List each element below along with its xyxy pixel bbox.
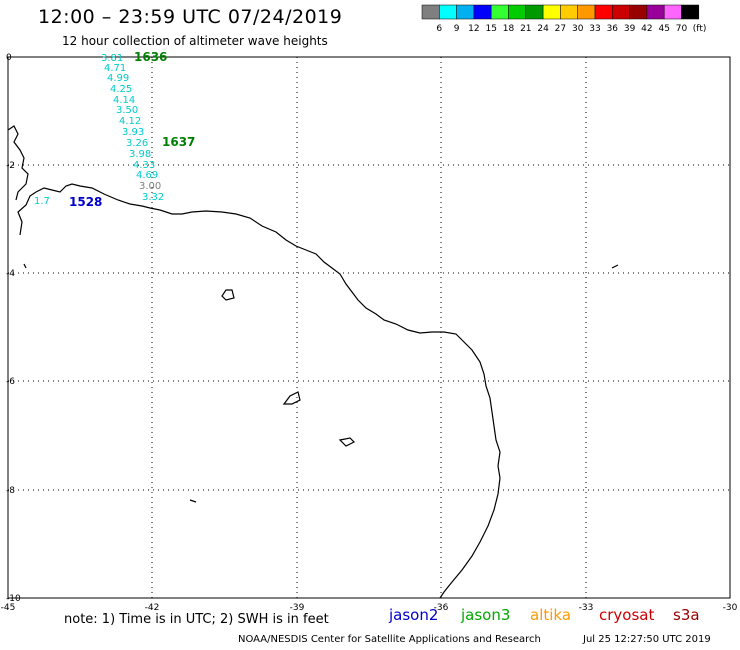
color-bar-label: 21 bbox=[520, 24, 531, 34]
color-bar-swatch bbox=[525, 4, 544, 20]
color-bar-label: 27 bbox=[555, 24, 566, 34]
longitude-tick-labels: -45 -42 -39 -36 -33 -30 bbox=[1, 603, 738, 613]
color-bar: 6 9 12 15 18 21 24 27 30 33 36 39 42 45 70 (ft) bbox=[421, 4, 707, 34]
wave-height-value: 1.7 bbox=[34, 196, 50, 207]
color-bar-label: 24 bbox=[537, 24, 549, 34]
generation-timestamp: Jul 25 12:27:50 UTC 2019 bbox=[583, 634, 711, 645]
color-bar-label: 33 bbox=[589, 24, 600, 34]
color-bar-label: 9 bbox=[454, 24, 460, 34]
color-bar-swatch bbox=[421, 4, 440, 20]
wave-height-value: 3.93 bbox=[122, 127, 144, 138]
color-bar-swatch bbox=[663, 4, 682, 20]
satellite-legend-item: jason3 bbox=[461, 606, 511, 624]
satellite-legend-item: altika bbox=[530, 606, 572, 624]
color-bar-label: 39 bbox=[624, 24, 636, 34]
color-bar-swatch bbox=[439, 4, 457, 20]
longitude-tick-label: -42 bbox=[145, 603, 160, 613]
latitude-tick-label: -2 bbox=[6, 161, 15, 171]
wave-height-values: 3.814.714.994.254.143.504.123.933.263.98… bbox=[34, 53, 164, 207]
wave-height-value: 4.99 bbox=[107, 73, 129, 84]
color-bar-swatch bbox=[490, 4, 509, 20]
map-frame bbox=[7, 56, 731, 599]
wave-height-value: 4.12 bbox=[119, 116, 141, 127]
color-bar-label: 12 bbox=[468, 24, 479, 34]
lat-lon-grid bbox=[8, 57, 730, 598]
wave-height-value: 4.25 bbox=[110, 84, 132, 95]
wave-height-value: 4.14 bbox=[113, 95, 135, 106]
color-bar-label: 45 bbox=[658, 24, 669, 34]
longitude-tick-label: -39 bbox=[290, 603, 305, 613]
wave-height-value: 4.71 bbox=[104, 63, 126, 74]
color-bar-swatch bbox=[629, 4, 648, 20]
color-bar-label: 42 bbox=[641, 24, 652, 34]
color-bar-swatch bbox=[646, 4, 665, 20]
color-bar-label: 30 bbox=[572, 24, 584, 34]
longitude-tick-label: -30 bbox=[723, 603, 738, 613]
wave-height-value: 3.81 bbox=[101, 53, 123, 64]
credit-line: NOAA/NESDIS Center for Satellite Applica… bbox=[238, 634, 541, 645]
page-subtitle: 12 hour collection of altimeter wave hei… bbox=[62, 34, 328, 48]
color-bar-swatch bbox=[473, 4, 492, 20]
color-bar-unit: (ft) bbox=[693, 24, 707, 34]
longitude-tick-label: -45 bbox=[1, 603, 16, 613]
latitude-tick-label: -8 bbox=[6, 486, 15, 496]
satellite-legend-item: cryosat bbox=[599, 606, 655, 624]
wave-height-value: 3.50 bbox=[116, 105, 138, 116]
track-time-labels: 1636 1637 1528 bbox=[69, 50, 195, 209]
color-bar-swatch bbox=[681, 4, 700, 20]
wave-height-value: 3.98 bbox=[129, 149, 151, 160]
wave-height-value: 3.32 bbox=[142, 192, 164, 203]
latitude-tick-label: -6 bbox=[6, 377, 15, 387]
wave-height-value: 4.33 bbox=[133, 160, 155, 171]
color-bar-label: 15 bbox=[485, 24, 496, 34]
color-bar-label: 18 bbox=[503, 24, 515, 34]
wave-height-value: 4.69 bbox=[136, 170, 158, 181]
color-bar-swatch bbox=[560, 4, 578, 20]
latitude-tick-label: -10 bbox=[6, 594, 21, 604]
latitude-tick-labels: 0 -2 -4 -6 -8 -10 bbox=[6, 53, 21, 604]
track-time-label: 1637 bbox=[162, 135, 195, 149]
color-bar-swatch bbox=[612, 4, 630, 20]
color-bar-swatch bbox=[456, 4, 475, 20]
satellite-legend-item: s3a bbox=[673, 606, 700, 624]
wave-height-value: 3.26 bbox=[126, 138, 148, 149]
color-bar-label: 36 bbox=[607, 24, 619, 34]
wave-height-value: 3.00 bbox=[139, 181, 161, 192]
color-bar-swatch bbox=[577, 4, 596, 20]
footer-note: note: 1) Time is in UTC; 2) SWH is in fe… bbox=[64, 612, 329, 627]
color-bar-label: 6 bbox=[436, 24, 442, 34]
color-bar-swatch bbox=[594, 4, 613, 20]
satellite-legend-item: jason2 bbox=[389, 606, 439, 624]
color-bar-swatch bbox=[542, 4, 561, 20]
page-title: 12:00 – 23:59 UTC 07/24/2019 bbox=[38, 6, 343, 28]
color-bar-label: 70 bbox=[676, 24, 688, 34]
color-bar-swatch bbox=[508, 4, 527, 20]
coastline bbox=[7, 125, 619, 599]
latitude-tick-label: 0 bbox=[6, 53, 12, 63]
longitude-tick-label: -36 bbox=[434, 603, 449, 613]
track-time-label: 1528 bbox=[69, 195, 102, 209]
track-time-label: 1636 bbox=[134, 50, 167, 64]
latitude-tick-label: -4 bbox=[6, 269, 15, 279]
longitude-tick-label: -33 bbox=[579, 603, 594, 613]
